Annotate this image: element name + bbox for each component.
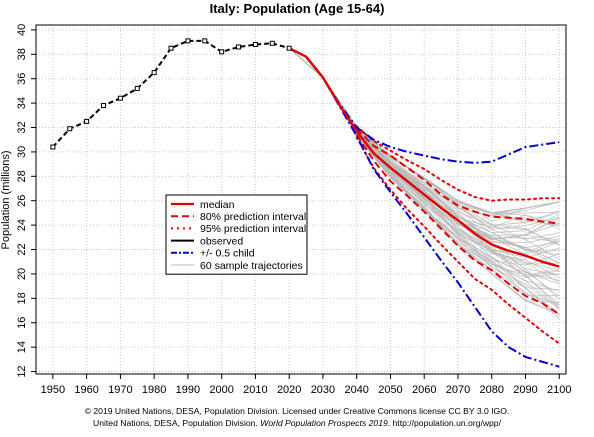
y-tick-label: 34 [16,97,28,109]
observed-point [269,40,275,46]
y-tick-label: 28 [16,170,28,182]
credit-line-1: © 2019 United Nations, DESA, Population … [85,406,510,416]
observed-point [50,144,56,150]
y-tick-label: 36 [16,73,28,85]
observed-point [286,45,292,51]
y-axis: 12 14 16 18 20 22 24 26 28 30 32 34 36 38 40 [16,24,36,378]
x-tick-label: 2040 [344,384,368,396]
y-axis-label: Population (millions) [0,150,12,249]
x-tick-label: 1960 [74,384,98,396]
observed-markers [50,38,292,150]
y-tick-label: 20 [16,268,28,280]
legend-label: 95% prediction interval [200,223,306,235]
observed-point [151,70,157,76]
legend-label: 80% prediction interval [200,211,306,223]
x-tick-label: 2070 [446,384,470,396]
sample-trajectory [288,47,560,247]
series-lines [52,39,561,368]
y-tick-label: 30 [16,146,28,158]
y-tick-label: 22 [16,243,28,255]
observed-point [236,44,242,50]
y-tick-label: 16 [16,317,28,329]
series-observed [52,39,290,148]
sample-trajectory [288,47,560,234]
x-tick-label: 2000 [209,384,233,396]
y-tick-label: 14 [16,341,28,353]
legend-label: observed [200,235,243,247]
y-tick-label: 38 [16,48,28,60]
series--0-5-child-upper- [288,47,560,164]
x-tick-label: 1950 [41,384,65,396]
chart-title: Italy: Population (Age 15-64) [210,1,385,16]
observed-point [185,38,191,44]
x-tick-label: 2060 [412,384,436,396]
legend-label: +/- 0.5 child [200,248,255,260]
x-axis: 1950 1960 1970 1980 1990 2000 2010 2020 2030 2040… [41,374,571,396]
plot-frame [35,24,567,375]
observed-point [202,38,208,44]
series-80-prediction-interval-upper- [355,128,560,225]
x-tick-label: 1970 [108,384,132,396]
series-80-prediction-interval-lower- [355,134,560,316]
credit-line-2-italic: World Population Prospects 2019 [260,418,388,428]
sample-trajectory [288,47,560,265]
observed-point [252,42,258,48]
sample-trajectory [288,47,560,260]
x-tick-label: 2050 [378,384,402,396]
y-tick-label: 26 [16,195,28,207]
observed-point [67,126,73,132]
legend-box [165,194,308,275]
x-tick-label: 2080 [479,384,503,396]
y-tick-label: 32 [16,121,28,133]
observed-point [134,85,140,91]
observed-point [219,49,225,55]
observed-point [84,118,90,124]
observed-point [101,103,107,109]
credit-line-2-suffix: . http://population.un.org/wpp/ [388,418,502,428]
x-tick-label: 1990 [176,384,200,396]
series-95-prediction-interval-lower- [355,136,561,345]
x-tick-label: 2010 [243,384,267,396]
series-95-prediction-interval-upper- [355,125,561,202]
sample-trajectory [288,47,560,264]
x-tick-label: 2020 [277,384,301,396]
observed-point [117,95,123,101]
legend-label: median [200,199,235,211]
x-tick-label: 2030 [311,384,335,396]
credit-line-2-prefix: United Nations, DESA, Population Divisio… [93,418,260,428]
legend-label: 60 sample trajectories [200,260,303,272]
series--0-5-child-lower- [288,47,560,368]
y-tick-label: 24 [16,219,28,231]
y-tick-label: 12 [16,365,28,377]
y-tick-label: 40 [16,24,28,36]
observed-point [168,45,174,51]
x-tick-label: 1980 [142,384,166,396]
credit-line-2: United Nations, DESA, Population Divisio… [93,418,502,428]
series-median [288,47,560,268]
x-tick-label: 2100 [547,384,571,396]
y-tick-label: 18 [16,292,28,304]
x-tick-label: 2090 [513,384,537,396]
